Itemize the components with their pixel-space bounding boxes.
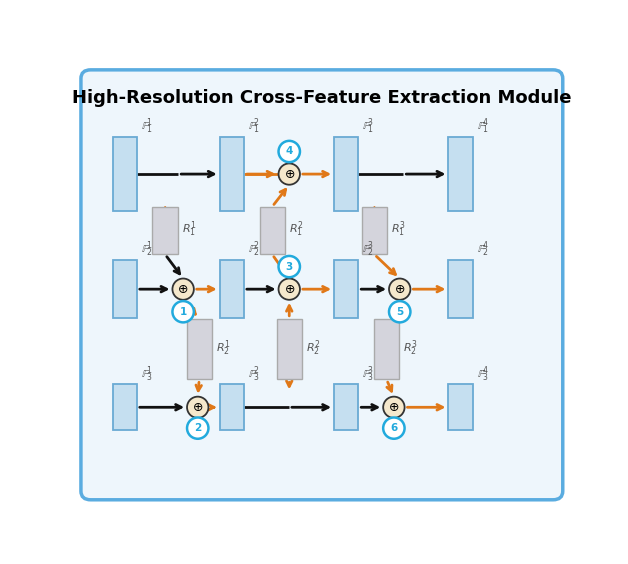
Text: $\oplus$: $\oplus$ <box>284 283 295 296</box>
FancyBboxPatch shape <box>334 260 359 319</box>
Ellipse shape <box>383 396 404 418</box>
Ellipse shape <box>279 279 300 300</box>
Text: $R_{2}^{1}$: $R_{2}^{1}$ <box>216 338 230 358</box>
FancyBboxPatch shape <box>220 137 244 211</box>
Text: $\oplus$: $\oplus$ <box>388 401 399 414</box>
FancyBboxPatch shape <box>374 319 399 380</box>
Text: 1: 1 <box>180 307 187 317</box>
Text: $\mathbb{F}_{3}^{4}$: $\mathbb{F}_{3}^{4}$ <box>477 364 489 384</box>
Text: $\oplus$: $\oplus$ <box>192 401 203 414</box>
Text: $R_{2}^{2}$: $R_{2}^{2}$ <box>306 338 320 358</box>
Ellipse shape <box>389 279 411 300</box>
FancyBboxPatch shape <box>220 260 244 319</box>
Text: $\mathbb{F}_{1}^{1}$: $\mathbb{F}_{1}^{1}$ <box>141 117 153 136</box>
Text: $\oplus$: $\oplus$ <box>284 168 295 180</box>
FancyBboxPatch shape <box>276 319 302 380</box>
FancyBboxPatch shape <box>334 385 359 430</box>
FancyBboxPatch shape <box>112 137 137 211</box>
FancyBboxPatch shape <box>153 206 178 254</box>
FancyBboxPatch shape <box>220 385 244 430</box>
Text: $\mathbb{F}_{3}^{3}$: $\mathbb{F}_{3}^{3}$ <box>362 364 374 384</box>
Text: $R_{1}^{2}$: $R_{1}^{2}$ <box>289 220 303 240</box>
Text: $R_{2}^{3}$: $R_{2}^{3}$ <box>403 338 418 358</box>
Text: 5: 5 <box>396 307 403 317</box>
Text: $\mathbb{F}_{1}^{2}$: $\mathbb{F}_{1}^{2}$ <box>248 117 259 136</box>
Text: High-Resolution Cross-Feature Extraction Module: High-Resolution Cross-Feature Extraction… <box>72 89 571 107</box>
FancyBboxPatch shape <box>334 137 359 211</box>
FancyBboxPatch shape <box>112 385 137 430</box>
Text: $\oplus$: $\oplus$ <box>394 283 405 296</box>
Ellipse shape <box>187 417 208 439</box>
Text: $\mathbb{F}_{2}^{3}$: $\mathbb{F}_{2}^{3}$ <box>362 239 374 259</box>
Text: $\mathbb{F}_{3}^{2}$: $\mathbb{F}_{3}^{2}$ <box>248 364 259 384</box>
Ellipse shape <box>173 279 194 300</box>
Ellipse shape <box>383 417 404 439</box>
Text: $\mathbb{F}_{1}^{3}$: $\mathbb{F}_{1}^{3}$ <box>362 117 374 136</box>
Text: 6: 6 <box>390 423 398 433</box>
Text: $\mathbb{F}_{2}^{4}$: $\mathbb{F}_{2}^{4}$ <box>477 239 489 259</box>
Text: $\mathbb{F}_{2}^{2}$: $\mathbb{F}_{2}^{2}$ <box>248 239 259 259</box>
FancyBboxPatch shape <box>81 70 563 500</box>
Ellipse shape <box>279 141 300 162</box>
Text: $\mathbb{F}_{3}^{1}$: $\mathbb{F}_{3}^{1}$ <box>141 364 153 384</box>
FancyBboxPatch shape <box>112 260 137 319</box>
Ellipse shape <box>173 301 194 323</box>
FancyBboxPatch shape <box>448 385 473 430</box>
Ellipse shape <box>389 301 411 323</box>
Ellipse shape <box>187 396 208 418</box>
FancyBboxPatch shape <box>362 206 387 254</box>
Text: $R_{1}^{3}$: $R_{1}^{3}$ <box>391 220 406 240</box>
FancyBboxPatch shape <box>448 137 473 211</box>
Text: 3: 3 <box>286 262 293 272</box>
Text: $\mathbb{F}_{2}^{1}$: $\mathbb{F}_{2}^{1}$ <box>141 239 153 259</box>
Ellipse shape <box>279 256 300 277</box>
Text: 2: 2 <box>194 423 202 433</box>
FancyBboxPatch shape <box>187 319 212 380</box>
FancyBboxPatch shape <box>259 206 285 254</box>
Ellipse shape <box>279 164 300 185</box>
FancyBboxPatch shape <box>448 260 473 319</box>
Text: $\oplus$: $\oplus$ <box>178 283 189 296</box>
Text: $R_{1}^{1}$: $R_{1}^{1}$ <box>181 220 197 240</box>
Text: 4: 4 <box>286 147 293 156</box>
Text: $\mathbb{F}_{1}^{4}$: $\mathbb{F}_{1}^{4}$ <box>477 117 489 136</box>
